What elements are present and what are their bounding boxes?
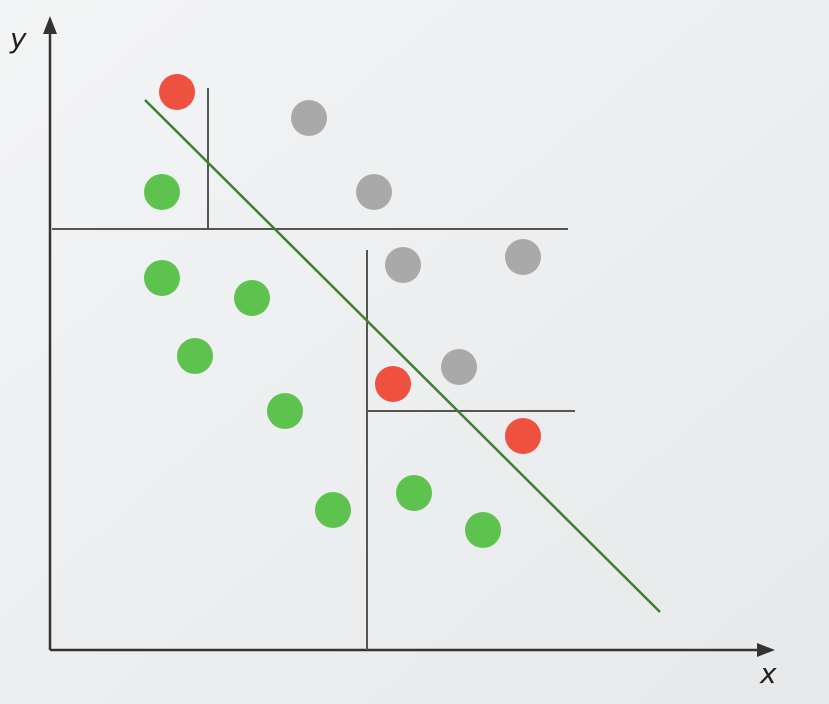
green-point — [234, 280, 270, 316]
x-axis-label: x — [759, 657, 777, 690]
y-axis-arrow — [43, 16, 57, 34]
green-point — [396, 475, 432, 511]
gray-point — [356, 174, 392, 210]
red-point — [505, 418, 541, 454]
green-point — [465, 512, 501, 548]
red-point — [375, 366, 411, 402]
green-point — [177, 338, 213, 374]
x-axis-arrow — [757, 643, 775, 657]
boundary-line — [144, 99, 661, 613]
y-axis-label: y — [9, 22, 27, 55]
gray-point — [505, 239, 541, 275]
points — [144, 74, 541, 548]
gray-point — [385, 247, 421, 283]
gray-point — [441, 349, 477, 385]
green-point — [267, 393, 303, 429]
splits — [52, 88, 575, 650]
green-point — [144, 174, 180, 210]
green-point — [315, 492, 351, 528]
green-point — [144, 260, 180, 296]
gray-point — [291, 100, 327, 136]
red-point — [159, 74, 195, 110]
